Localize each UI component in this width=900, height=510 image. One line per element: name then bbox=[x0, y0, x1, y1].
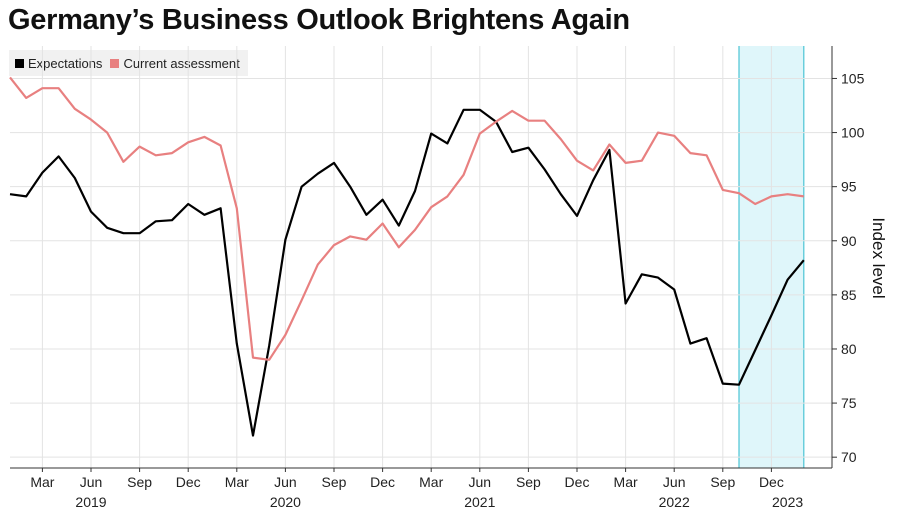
y-tick-label-100: 100 bbox=[841, 125, 865, 141]
y-tick-label-105: 105 bbox=[841, 70, 865, 86]
y-tick-label-95: 95 bbox=[841, 179, 857, 195]
x-tick-label-11: Dec bbox=[565, 474, 590, 490]
legend-label-current-assessment: Current assessment bbox=[123, 55, 240, 71]
x-tick-label-8: Mar bbox=[419, 474, 443, 490]
legend-label-expectations: Expectations bbox=[28, 55, 103, 71]
legend-item-current-assessment: Current assessment bbox=[110, 55, 240, 71]
x-tick-label-13: Jun bbox=[663, 474, 686, 490]
x-tick-label-0: Mar bbox=[30, 474, 54, 490]
x-tick-label-7: Dec bbox=[370, 474, 395, 490]
x-tick-label-5: Jun bbox=[274, 474, 297, 490]
x-year-label-2023: 2023 bbox=[772, 494, 803, 510]
x-tick-label-1: Jun bbox=[80, 474, 103, 490]
legend: Expectations Current assessment bbox=[9, 50, 248, 76]
x-tick-label-2: Sep bbox=[127, 474, 152, 490]
series-line-current-assessment bbox=[9, 76, 804, 361]
legend-swatch-expectations bbox=[15, 58, 24, 68]
x-tick-label-14: Sep bbox=[710, 474, 735, 490]
x-tick-label-9: Jun bbox=[469, 474, 492, 490]
x-tick-label-12: Mar bbox=[614, 474, 638, 490]
legend-item-expectations: Expectations bbox=[15, 56, 102, 71]
y-tick-label-80: 80 bbox=[841, 341, 857, 357]
y-tick-label-70: 70 bbox=[841, 449, 857, 465]
x-year-label-2019: 2019 bbox=[75, 494, 106, 510]
x-year-label-2020: 2020 bbox=[270, 494, 301, 510]
y-tick-label-85: 85 bbox=[841, 287, 857, 303]
x-tick-label-3: Dec bbox=[176, 474, 201, 490]
x-tick-label-6: Sep bbox=[322, 474, 347, 490]
x-tick-label-15: Dec bbox=[759, 474, 784, 490]
series-line-expectations bbox=[9, 108, 805, 437]
x-tick-label-4: Mar bbox=[225, 474, 249, 490]
y-tick-label-90: 90 bbox=[841, 233, 857, 249]
legend-swatch-current-assessment bbox=[110, 58, 120, 68]
chart-title: Germany’s Business Outlook Brightens Aga… bbox=[8, 4, 630, 36]
x-year-label-2022: 2022 bbox=[659, 494, 690, 510]
x-year-label-2021: 2021 bbox=[464, 494, 495, 510]
y-tick-label-75: 75 bbox=[841, 395, 857, 411]
x-tick-label-10: Sep bbox=[516, 474, 541, 490]
